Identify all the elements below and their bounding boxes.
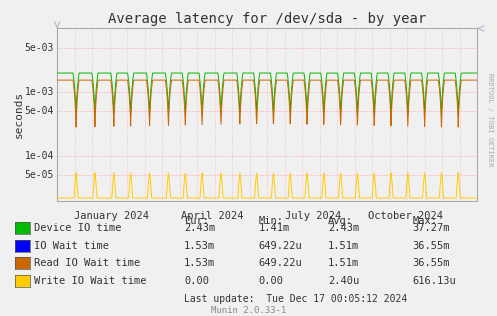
Text: 2.43m: 2.43m	[184, 223, 215, 234]
Text: 649.22u: 649.22u	[258, 241, 302, 251]
Text: 37.27m: 37.27m	[413, 223, 450, 234]
Text: April 2024: April 2024	[181, 211, 244, 221]
Text: 1.53m: 1.53m	[184, 241, 215, 251]
Text: seconds: seconds	[14, 91, 24, 138]
Text: January 2024: January 2024	[74, 211, 149, 221]
Text: 5e-03: 5e-03	[24, 43, 54, 53]
Text: 5e-05: 5e-05	[24, 170, 54, 180]
Text: 1e-03: 1e-03	[24, 87, 54, 97]
Text: 1.53m: 1.53m	[184, 258, 215, 268]
Text: 5e-04: 5e-04	[24, 106, 54, 117]
Text: 1.41m: 1.41m	[258, 223, 290, 234]
Text: Avg:: Avg:	[328, 216, 353, 227]
Text: Write IO Wait time: Write IO Wait time	[34, 276, 146, 286]
Text: 1e-04: 1e-04	[24, 151, 54, 161]
Title: Average latency for /dev/sda - by year: Average latency for /dev/sda - by year	[108, 12, 426, 26]
Text: October 2024: October 2024	[368, 211, 443, 221]
Text: 2.43m: 2.43m	[328, 223, 359, 234]
Text: 1.51m: 1.51m	[328, 258, 359, 268]
Text: 1.51m: 1.51m	[328, 241, 359, 251]
Text: Min:: Min:	[258, 216, 283, 227]
Text: Max:: Max:	[413, 216, 437, 227]
Text: IO Wait time: IO Wait time	[34, 241, 109, 251]
Text: 36.55m: 36.55m	[413, 241, 450, 251]
Text: RRDTOOL / TOBI OETIKER: RRDTOOL / TOBI OETIKER	[487, 73, 493, 167]
Text: 0.00: 0.00	[184, 276, 209, 286]
Text: 36.55m: 36.55m	[413, 258, 450, 268]
Text: Last update:  Tue Dec 17 00:05:12 2024: Last update: Tue Dec 17 00:05:12 2024	[184, 294, 407, 304]
Text: 616.13u: 616.13u	[413, 276, 456, 286]
Text: 0.00: 0.00	[258, 276, 283, 286]
Text: Read IO Wait time: Read IO Wait time	[34, 258, 140, 268]
Text: 649.22u: 649.22u	[258, 258, 302, 268]
Text: Cur:: Cur:	[184, 216, 209, 227]
Text: 2.40u: 2.40u	[328, 276, 359, 286]
Text: Device IO time: Device IO time	[34, 223, 121, 234]
Text: Munin 2.0.33-1: Munin 2.0.33-1	[211, 306, 286, 315]
Text: July 2024: July 2024	[285, 211, 341, 221]
